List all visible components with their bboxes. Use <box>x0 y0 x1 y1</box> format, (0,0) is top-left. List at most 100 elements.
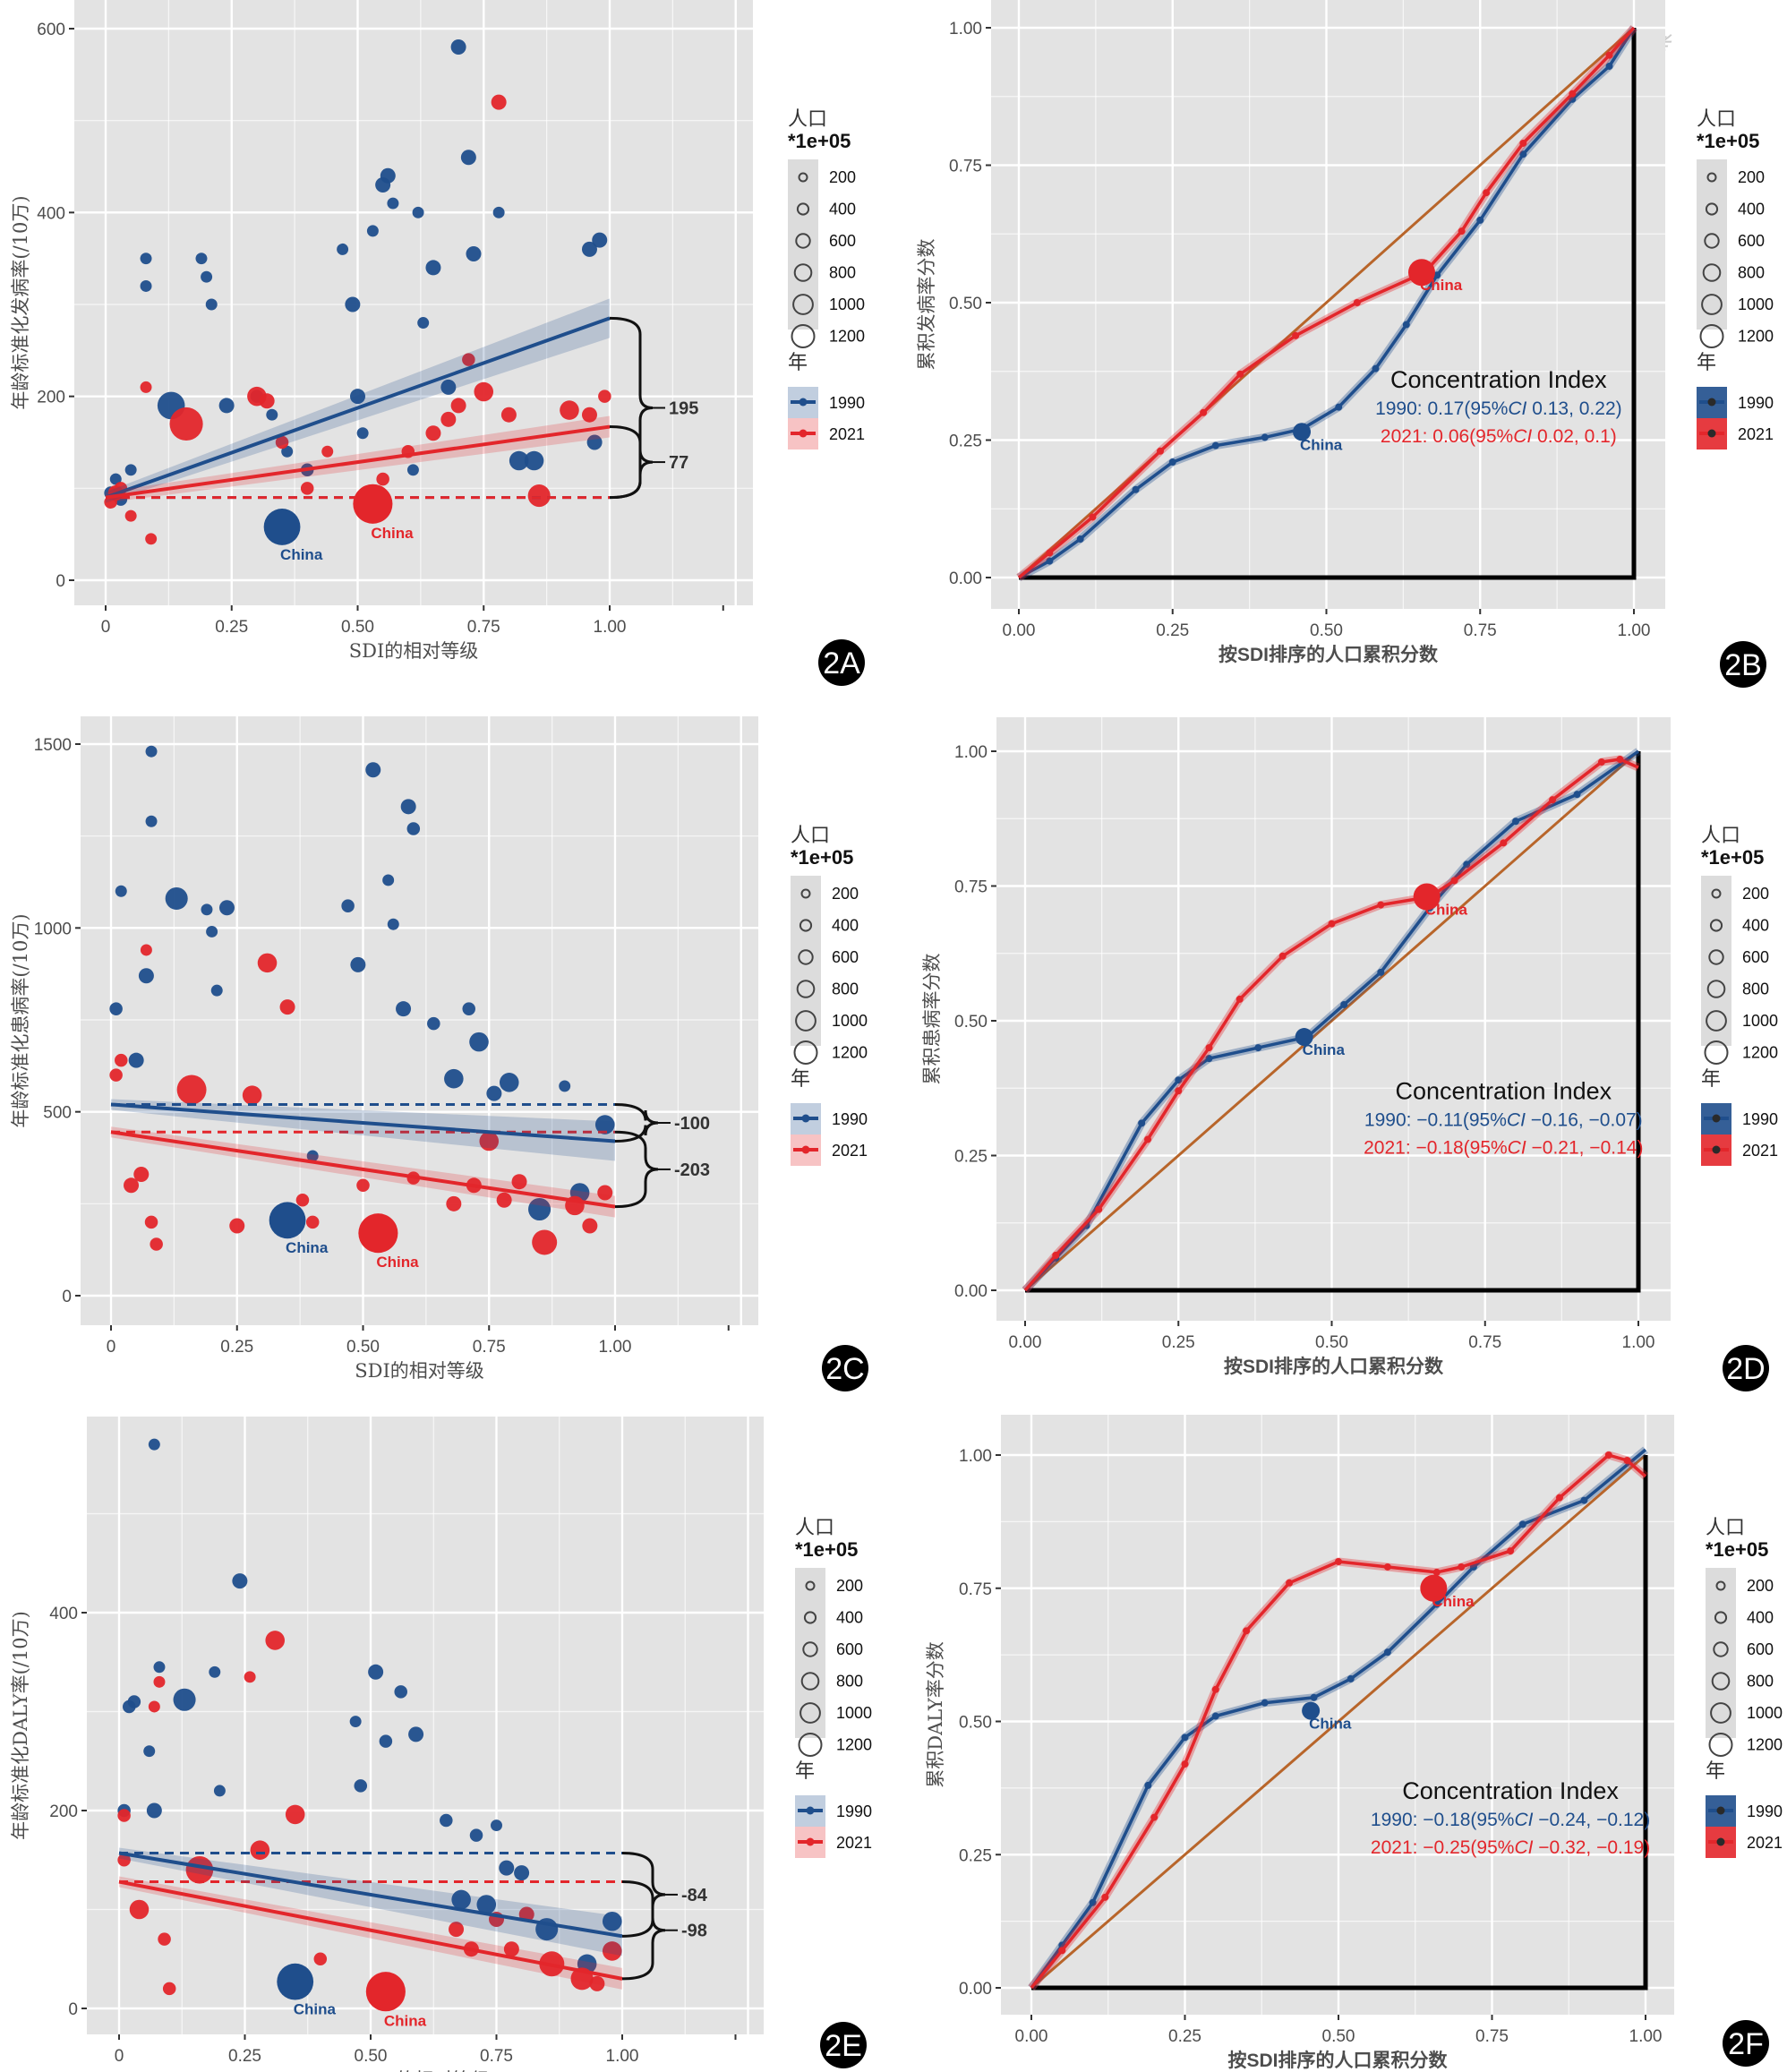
panel-badge-icon <box>822 1345 868 1391</box>
data-point-2021 <box>1383 1563 1391 1571</box>
y-tick-label: 0.50 <box>959 1714 992 1733</box>
data-point-1990 <box>213 1785 226 1797</box>
data-point-1990 <box>1347 1674 1355 1682</box>
data-point-2021 <box>511 1174 527 1190</box>
data-point-1990 <box>146 1802 162 1819</box>
ci-value: 2021: −0.18(95% <box>1364 1137 1508 1158</box>
legend-size-label: 800 <box>836 1673 863 1691</box>
legend-size-circle-icon <box>1704 233 1720 249</box>
panel-badge-label: 2C <box>825 1352 864 1386</box>
data-point-1990 <box>140 279 152 292</box>
bracket-label: -100 <box>674 1114 710 1134</box>
legend-size-circle-icon <box>805 1580 816 1591</box>
data-point-1990 <box>350 389 365 405</box>
data-point-1990 <box>476 1895 497 1914</box>
reference-triangle <box>1025 751 1641 1293</box>
data-point-2021 <box>129 1899 150 1920</box>
equality-line <box>1030 1453 1646 1990</box>
y-tick-label: 0.00 <box>959 1980 992 1999</box>
legend-size-label: 1000 <box>829 295 865 313</box>
concentration-index-2021: 2021: −0.18(95%CI −0.21, −0.14) <box>1364 1137 1643 1158</box>
y-tick-label: 500 <box>43 1104 72 1123</box>
data-point-2021 <box>449 1922 465 1938</box>
data-point-1990 <box>387 197 399 210</box>
data-point-1990 <box>417 317 430 330</box>
bracket-label: -98 <box>681 1922 707 1941</box>
data-point-1990 <box>350 956 366 972</box>
data-point-2021 <box>153 1675 166 1688</box>
panel-badge-icon <box>820 2022 867 2068</box>
legend-size-circle-icon <box>1706 980 1726 998</box>
data-point-2021 <box>1236 370 1244 378</box>
legend-size-label: 1000 <box>1738 295 1774 313</box>
data-point-2021 <box>300 482 314 495</box>
ci-range: 0.13, 0.22) <box>1526 398 1621 419</box>
china-point-1990 <box>1302 1701 1321 1720</box>
legend-size-circle-icon <box>1711 1672 1731 1691</box>
data-point-1990 <box>337 243 349 255</box>
legend-size-label: 600 <box>1738 232 1765 250</box>
legend: 人口*1e+05 200 400 600 800 1000 1200 年 1990 2021 <box>791 825 868 1166</box>
x-axis-title: 按SDI排序的人口累积分数 <box>1224 1356 1444 1377</box>
legend-size-label: 400 <box>836 1609 863 1627</box>
data-point-1990 <box>1512 818 1519 826</box>
data-point-1990 <box>491 1819 502 1832</box>
china-label: China <box>1303 1041 1346 1058</box>
legend-size-circle-icon <box>793 263 813 282</box>
legend-year-dot-icon <box>806 1806 815 1815</box>
legend-size-key-bg <box>795 1568 825 1738</box>
panel-badge-icon <box>818 639 865 686</box>
ci-value: 1990: 0.17(95% <box>1375 398 1508 419</box>
panel-2f: 0.00 0.25 0.50 0.75 1.00 0.00 0.25 0.50 0.75 1.00… <box>925 1415 1783 2071</box>
data-point-1990 <box>138 968 154 984</box>
data-point-2021 <box>1605 51 1613 59</box>
legend-size-label: 800 <box>829 264 856 282</box>
legend-year-label: 2021 <box>1738 425 1774 443</box>
x-tick-label: 0.75 <box>1468 1333 1501 1352</box>
data-point-2021 <box>1150 1813 1159 1821</box>
data-point-1990 <box>124 464 137 476</box>
data-point-1990 <box>1383 1648 1391 1657</box>
legend-year-label: 1990 <box>1742 1110 1778 1128</box>
data-point-1990 <box>365 762 381 778</box>
legend-year-label: 1990 <box>832 1110 868 1128</box>
concentration-index-2021: 2021: 0.06(95%CI 0.02, 0.1) <box>1381 426 1617 447</box>
x-axis-title: 按SDI排序的人口累积分数 <box>1227 2050 1448 2071</box>
china-point-2021 <box>365 1972 406 2012</box>
data-point-2021 <box>259 393 275 409</box>
legend-size-key-bg <box>788 159 818 330</box>
x-tick-label: 0.00 <box>1003 621 1036 640</box>
data-point-2021 <box>265 1631 285 1650</box>
ci-value: 1990: −0.11(95% <box>1364 1109 1507 1130</box>
legend-size-circle-icon <box>802 1641 818 1657</box>
data-point-2021 <box>1519 139 1527 147</box>
china-point-2021 <box>353 484 393 524</box>
data-point-1990 <box>128 1052 144 1068</box>
china-point-1990 <box>277 1963 314 2000</box>
y-axis-title: 年龄标准化发病率(/10万) <box>10 195 31 409</box>
x-axis-title: SDI的相对等级 <box>355 1360 484 1382</box>
x-tick-label: 0.25 <box>1168 2027 1201 2046</box>
data-point-2021 <box>1450 877 1458 885</box>
data-point-2021 <box>1458 227 1466 235</box>
legend-size-circle-icon <box>1708 1733 1733 1757</box>
data-point-1990 <box>514 1865 530 1881</box>
data-point-2021 <box>581 407 597 423</box>
data-point-1990 <box>581 241 597 257</box>
panel-2c: 0 0.25 0.50 0.75 1.00 0 500 1000 1500 SDI的相对等级 年龄标… <box>10 716 868 1391</box>
data-point-2021 <box>532 1229 558 1255</box>
legend-size-circle-icon <box>1702 263 1722 282</box>
legend-size-label: 200 <box>1747 1577 1774 1595</box>
panel-badge-icon <box>1720 641 1766 688</box>
legend-size-subtitle: *1e+05 <box>1706 1538 1768 1561</box>
data-point-2021 <box>462 353 475 366</box>
data-point-1990 <box>232 1573 248 1589</box>
data-point-1990 <box>195 253 208 265</box>
data-point-2021 <box>446 1195 462 1212</box>
legend-size-label: 1200 <box>1742 1044 1778 1062</box>
legend-size-circle-icon <box>795 1010 817 1032</box>
data-point-2021 <box>1089 513 1097 521</box>
china-label: China <box>1420 277 1463 294</box>
legend-size-label: 600 <box>829 232 856 250</box>
china-point-2021 <box>1420 1574 1448 1602</box>
